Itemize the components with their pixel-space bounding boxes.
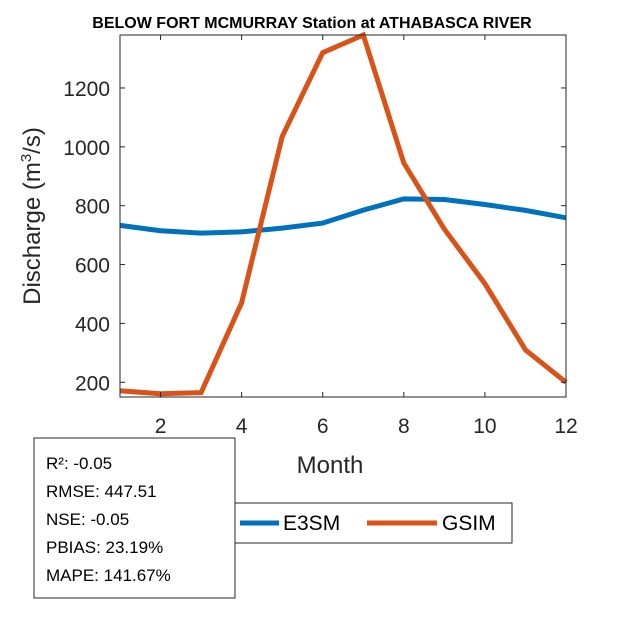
y-tick-label: 800 bbox=[75, 196, 110, 219]
y-axis-label-superscript: 3 bbox=[18, 154, 35, 162]
stats-mape: MAPE: 141.67% bbox=[46, 566, 171, 585]
series-line-e3sm bbox=[119, 196, 567, 236]
series-line-gsim bbox=[119, 31, 568, 397]
y-tick-label: 1200 bbox=[63, 78, 110, 101]
x-tick-label: 12 bbox=[554, 415, 577, 438]
y-tick-label: 1000 bbox=[63, 137, 110, 160]
y-tick-label: 600 bbox=[75, 255, 110, 278]
series-layer bbox=[119, 31, 568, 397]
stats-pbias: PBIAS: 23.19% bbox=[46, 538, 163, 557]
stats-box-frame bbox=[33, 437, 236, 599]
y-tick-label: 400 bbox=[75, 313, 110, 336]
y-tick-label: 200 bbox=[75, 372, 110, 395]
x-axis-label: Month bbox=[297, 452, 364, 479]
chart-title: BELOW FORT MCMURRAY Station at ATHABASCA… bbox=[92, 15, 532, 32]
x-tick-label: 2 bbox=[155, 415, 167, 438]
stats-nse: NSE: -0.05 bbox=[46, 510, 129, 529]
tick-layer: 2 4 6 8 10 12 200 400 600 800 1000 1200 bbox=[63, 35, 578, 438]
stats-r2: R²: -0.05 bbox=[46, 454, 112, 473]
stats-box: R²: -0.05 RMSE: 447.51 NSE: -0.05 PBIAS:… bbox=[33, 437, 236, 599]
y-axis-label-prefix: Discharge (m bbox=[19, 162, 46, 305]
legend-label-gsim: GSIM bbox=[442, 512, 496, 535]
y-axis-label-suffix: /s) bbox=[19, 127, 46, 154]
x-tick-label: 8 bbox=[398, 415, 410, 438]
plot-frame bbox=[119, 34, 567, 398]
x-tick-label: 4 bbox=[236, 415, 248, 438]
x-tick-label: 6 bbox=[317, 415, 329, 438]
y-axis-label: Discharge (m3/s) bbox=[18, 127, 46, 305]
legend: E3SM GSIM bbox=[234, 502, 513, 544]
legend-label-e3sm: E3SM bbox=[283, 512, 340, 535]
x-tick-label: 10 bbox=[473, 415, 496, 438]
stats-rmse: RMSE: 447.51 bbox=[46, 482, 157, 501]
